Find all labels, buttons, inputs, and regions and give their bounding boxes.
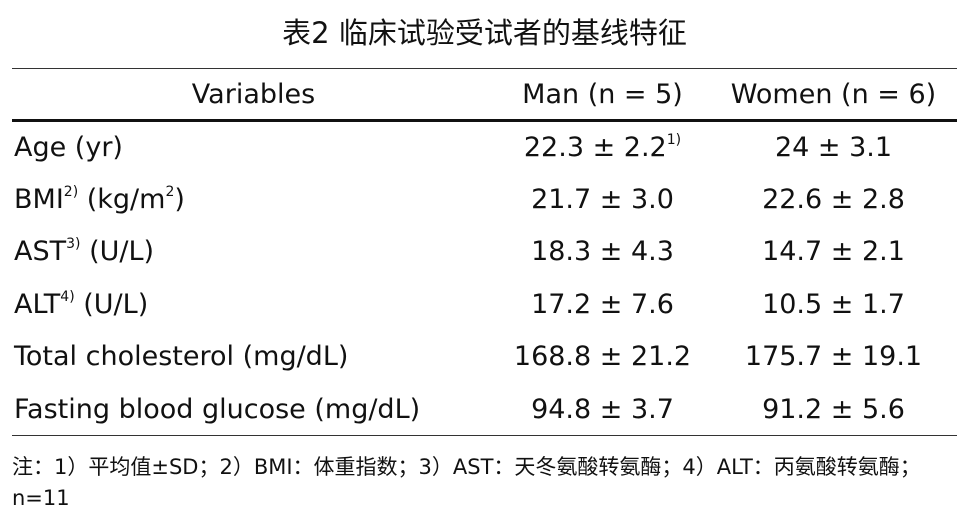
superscript: 4) [60,288,75,305]
value-cell: 168.8 ± 21.2 [495,331,710,384]
value-cell: 21.7 ± 3.0 [495,173,710,226]
cell-text: 22.6 ± 2.8 [762,183,905,215]
table-row: Total cholesterol (mg/dL) 168.8 ± 21.2 175… [12,331,957,384]
cell-text: 14.7 ± 2.1 [762,236,905,268]
table-row: BMI2) (kg/m2) 21.7 ± 3.0 22.6 ± 2.8 [12,173,957,226]
value-cell: 94.8 ± 3.7 [495,383,710,436]
cell-text: 175.7 ± 19.1 [744,341,923,373]
cell-text: 10.5 ± 1.7 [762,288,905,320]
table-row: AST3) (U/L) 18.3 ± 4.3 14.7 ± 2.1 [12,226,957,279]
value-cell: 24 ± 3.1 [710,121,957,174]
value-cell: 175.7 ± 19.1 [710,331,957,384]
cell-text: 17.2 ± 7.6 [531,288,674,320]
cell-text: Total cholesterol (mg/dL) [14,341,349,373]
table: Variables Man (n = 5) Women (n = 6) Age (y… [12,68,957,436]
cell-text: Fasting blood glucose (mg/dL) [14,393,421,425]
header-cell: Variables [191,78,316,110]
cell-text: AST [14,236,67,268]
cell-text: Age (yr) [14,132,123,163]
cell-text: ALT [14,288,61,320]
value-cell: 10.5 ± 1.7 [710,278,957,331]
cell-text: 91.2 ± 5.6 [762,393,905,425]
cell-text: ) [174,183,185,215]
row-label: ALT4) (U/L) [12,278,495,331]
cell-text: (kg/m [78,183,166,215]
title: 表2 临床试验受试者的基线特征 [282,16,687,50]
header-cell: Man (n = 5) [522,78,683,110]
row-label: Total cholesterol (mg/dL) [12,331,495,384]
value-cell: 91.2 ± 5.6 [710,383,957,436]
table-body: Age (yr) 22.3 ± 2.21) 24 ± 3.1 BMI2) (kg/m2… [12,121,957,436]
superscript: 2 [165,183,175,200]
cell-text: BMI [14,183,64,215]
superscript: 2) [63,183,79,200]
cell-text: (U/L) [80,236,155,268]
table-row: Age (yr) 22.3 ± 2.21) 24 ± 3.1 [12,121,957,174]
superscript: 1) [666,132,682,148]
value-cell: 22.3 ± 2.21) [495,121,710,174]
cell-text: 94.8 ± 3.7 [531,393,674,425]
value-cell: 22.6 ± 2.8 [710,173,957,226]
header-row: Variables Man (n = 5) Women (n = 6) [12,68,957,121]
table-row: Fasting blood glucose (mg/dL) 94.8 ± 3.7 9… [12,383,957,436]
value-cell: 18.3 ± 4.3 [495,226,710,279]
cell-text: 168.8 ± 21.2 [513,341,692,373]
row-label: BMI2) (kg/m2) [12,173,495,226]
table-header: Variables Man (n = 5) Women (n = 6) [12,68,957,121]
value-cell: 17.2 ± 7.6 [495,278,710,331]
footnote: 注：1）平均值±SD；2）BMI：体重指数；3）AST：天冬氨酸转氨酶；4）AL… [12,455,921,510]
cell-text: 18.3 ± 4.3 [531,236,674,268]
header-cell: Women (n = 6) [730,78,937,110]
cell-text: 24 ± 3.1 [774,132,893,163]
table-row: ALT4) (U/L) 17.2 ± 7.6 10.5 ± 1.7 [12,278,957,331]
cell-text: 21.7 ± 3.0 [531,183,674,215]
superscript: 3) [66,236,81,253]
row-label: AST3) (U/L) [12,226,495,279]
row-label: Age (yr) [12,121,495,174]
cell-text: 22.3 ± 2.2 [523,132,667,163]
row-label: Fasting blood glucose (mg/dL) [12,383,495,436]
value-cell: 14.7 ± 2.1 [710,226,957,279]
cell-text: (U/L) [74,288,149,320]
